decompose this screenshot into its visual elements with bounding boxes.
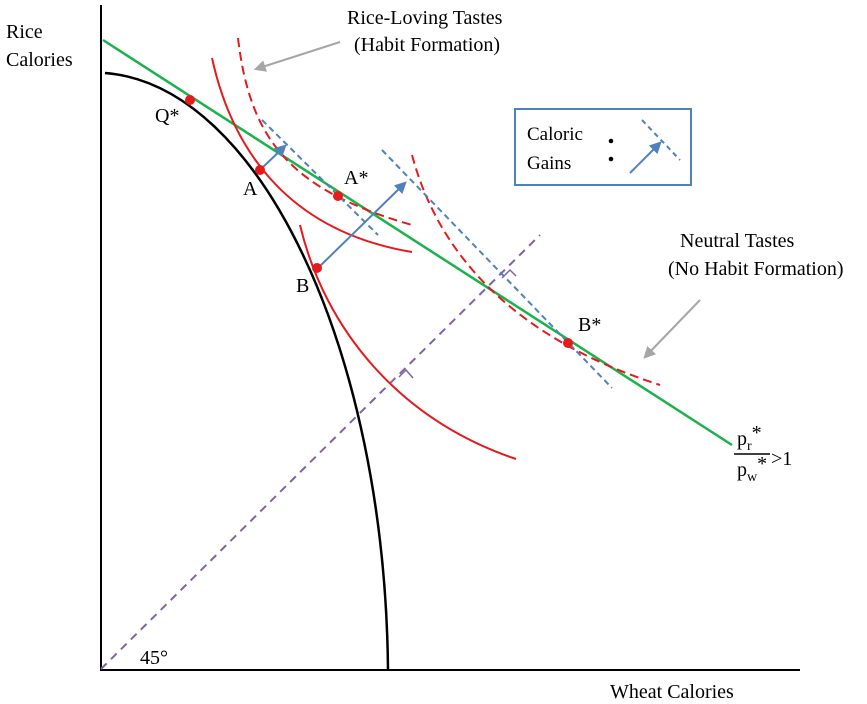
label-b-star: B* (578, 314, 601, 336)
price-ratio-relation: >1 (771, 448, 792, 470)
right-angle-marker-lower (398, 368, 414, 379)
legend-label-line2: Gains (527, 153, 571, 174)
caloric-gain-arrow-a (259, 144, 287, 171)
production-frontier-curve (104, 71, 390, 671)
legend-dot-upper (608, 138, 614, 144)
label-a: A (243, 178, 258, 200)
legend-dot-lower (608, 156, 614, 162)
callout-arrow-neutral (643, 299, 701, 359)
indifference-curve-b (299, 224, 517, 460)
price-ratio-denominator: pw* (737, 453, 767, 485)
angle-label: 45° (140, 647, 168, 669)
price-ratio-numerator: pr* (737, 422, 762, 454)
tangent-line-a-star (261, 119, 379, 236)
legend-label-line1: Caloric (527, 124, 583, 145)
legend-tangent-sample (641, 119, 681, 161)
caloric-gain-arrow-b (317, 181, 407, 269)
rice-loving-label-line2: (Habit Formation) (354, 34, 500, 56)
point-b-star (563, 338, 573, 348)
indifference-curve-a (211, 57, 413, 253)
diagonal-45-line (100, 234, 541, 670)
point-a-star (333, 191, 343, 201)
label-a-star: A* (344, 167, 368, 189)
indifference-curve-b-star (411, 154, 661, 386)
point-b (312, 263, 322, 273)
y-axis-label-line1: Rice (6, 21, 43, 43)
y-axis-label-line2: Calories (6, 49, 73, 71)
callout-arrow-rice-loving (253, 41, 341, 72)
neutral-label-line2: (No Habit Formation) (668, 258, 844, 280)
neutral-label-line1: Neutral Tastes (680, 230, 795, 252)
x-axis-label: Wheat Calories (610, 681, 734, 703)
rice-loving-label-line1: Rice-Loving Tastes (347, 7, 503, 29)
legend-box: Caloric Gains (514, 108, 692, 186)
tangent-line-b-star (381, 149, 613, 389)
price-ratio-label: pr* pw* >1 (734, 422, 792, 485)
label-b: B (296, 275, 309, 297)
price-line (102, 38, 733, 447)
legend-arrow-sample (629, 141, 662, 174)
label-q-star: Q* (155, 105, 179, 127)
right-angle-marker-upper (501, 268, 517, 279)
point-q-star (185, 95, 195, 105)
point-a (255, 165, 265, 175)
